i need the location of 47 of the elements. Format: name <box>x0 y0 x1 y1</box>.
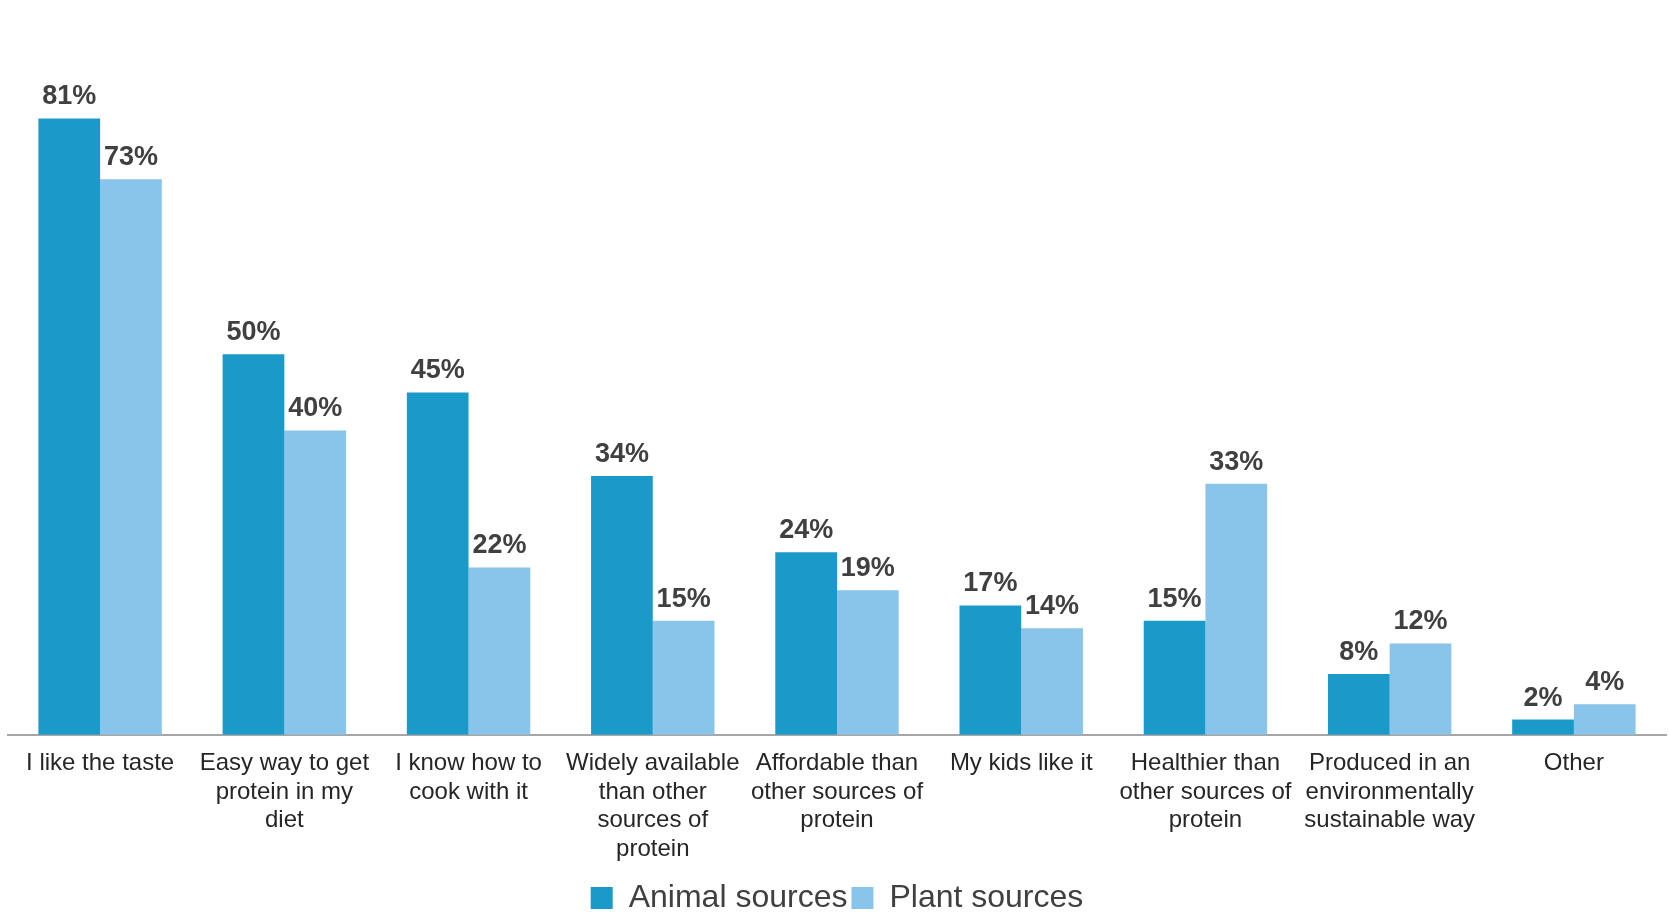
data-label: 81% <box>42 80 97 111</box>
bar <box>406 392 469 735</box>
x-tick-label: Easy way to get protein in my diet <box>199 747 370 833</box>
bar <box>100 179 162 735</box>
data-label: 40% <box>288 392 343 423</box>
data-label: 24% <box>779 514 834 545</box>
data-label: 45% <box>410 354 465 385</box>
x-tick-label: My kids like it <box>949 747 1093 775</box>
data-label: 22% <box>472 529 527 560</box>
bar <box>284 430 347 735</box>
bar <box>468 567 531 735</box>
data-label: 19% <box>840 552 895 583</box>
data-label: 50% <box>226 316 281 347</box>
data-label: 15% <box>656 582 711 613</box>
data-label: 14% <box>1025 590 1080 621</box>
data-label: 8% <box>1339 635 1379 666</box>
bar <box>38 118 101 735</box>
data-label: 73% <box>103 141 158 172</box>
bar <box>837 590 899 735</box>
x-tick-label: Widely available than other sources of protein <box>566 747 740 862</box>
bar <box>959 605 1022 735</box>
data-label: 33% <box>1209 445 1264 476</box>
data-label: 17% <box>963 567 1018 598</box>
x-tick-label: I like the taste <box>26 747 175 775</box>
bar <box>1327 673 1390 735</box>
bar <box>775 552 837 735</box>
x-tick-label: Produced in an environmentally sustainable way <box>1304 747 1476 833</box>
data-label: 34% <box>594 438 649 469</box>
data-label: 4% <box>1585 666 1625 697</box>
bar <box>1205 483 1268 735</box>
bar <box>1512 719 1574 735</box>
bar <box>222 354 285 735</box>
bar <box>1143 620 1206 735</box>
x-tick-label: Affordable than other sources of protein <box>750 747 924 833</box>
bar <box>1389 643 1452 735</box>
x-tick-label: Other <box>1543 747 1604 775</box>
legend-label: Plant sources <box>889 877 1084 914</box>
legend-label: Animal sources <box>628 877 848 914</box>
bar <box>652 620 715 735</box>
data-label: 15% <box>1147 582 1202 613</box>
data-label: 2% <box>1523 681 1563 712</box>
bar <box>591 476 653 735</box>
bar <box>1021 628 1083 735</box>
x-tick-label: I know how to cook with it <box>395 747 542 804</box>
x-tick-label: Healthier than other sources of protein <box>1119 747 1292 833</box>
bar <box>1573 704 1636 735</box>
data-label: 12% <box>1393 605 1448 636</box>
